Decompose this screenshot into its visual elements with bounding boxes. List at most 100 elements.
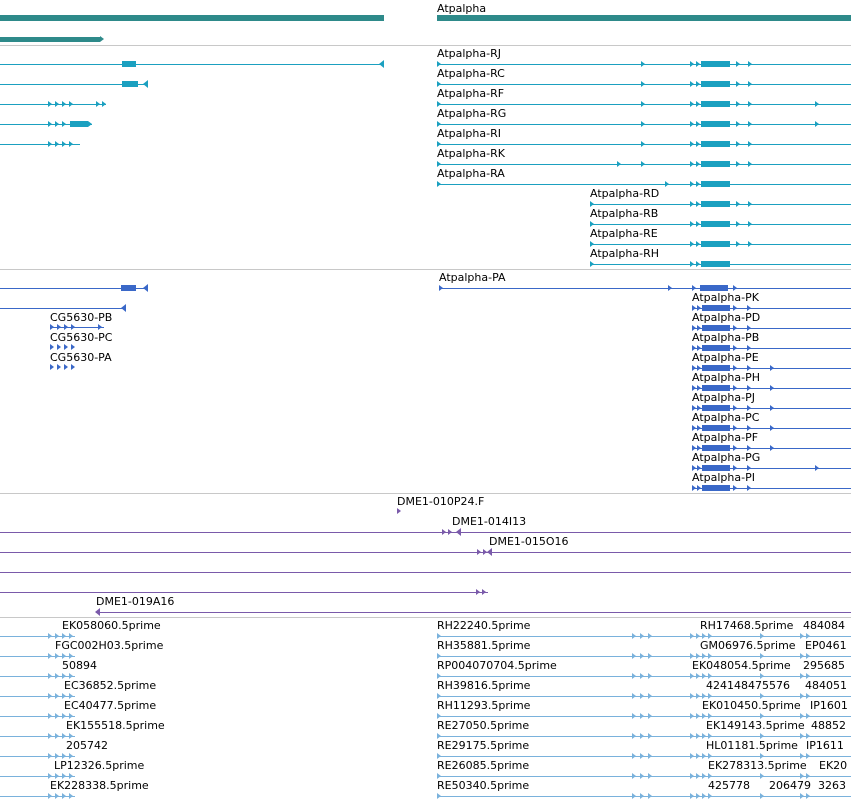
feature-label[interactable]: Atpalpha-PD	[692, 311, 761, 324]
feature-label[interactable]: RH35881.5prime	[437, 639, 531, 652]
transcript-line[interactable]	[0, 104, 106, 105]
feature-line[interactable]	[0, 572, 851, 573]
feature-label[interactable]: Atpalpha-PJ	[692, 391, 755, 404]
feature-label[interactable]: IP1611	[806, 739, 844, 752]
feature-label[interactable]: EK058060.5prime	[62, 619, 161, 632]
feature-label[interactable]: FGC002H03.5prime	[55, 639, 164, 652]
feature-block[interactable]	[701, 181, 730, 187]
feature-line[interactable]	[437, 676, 851, 677]
feature-label[interactable]: 484051	[805, 679, 847, 692]
feature-label[interactable]: Atpalpha-RJ	[437, 47, 501, 60]
feature-line[interactable]	[437, 776, 851, 777]
feature-label[interactable]: Atpalpha-RC	[437, 67, 505, 80]
feature-label[interactable]: EK155518.5prime	[66, 719, 165, 732]
feature-block[interactable]	[700, 285, 728, 291]
feature-label[interactable]: RH22240.5prime	[437, 619, 531, 632]
feature-line[interactable]	[437, 756, 851, 757]
feature-label[interactable]: Atpalpha-RE	[590, 227, 658, 240]
feature-block[interactable]	[702, 445, 730, 451]
feature-line[interactable]	[437, 716, 851, 717]
feature-block[interactable]	[701, 261, 730, 267]
feature-block[interactable]	[70, 121, 88, 127]
feature-label[interactable]: Atpalpha-RD	[590, 187, 660, 200]
feature-label[interactable]: EK228338.5prime	[50, 779, 149, 792]
feature-block[interactable]	[701, 161, 730, 167]
feature-label[interactable]: Atpalpha-PG	[692, 451, 761, 464]
feature-block[interactable]	[701, 61, 730, 67]
feature-block[interactable]	[701, 81, 730, 87]
feature-label[interactable]: Atpalpha-RI	[437, 127, 501, 140]
feature-label[interactable]: EC36852.5prime	[64, 679, 157, 692]
feature-label[interactable]: Atpalpha-PI	[692, 471, 755, 484]
feature-block[interactable]	[702, 385, 730, 391]
feature-label[interactable]: Atpalpha-PB	[692, 331, 760, 344]
feature-label[interactable]: 48852	[811, 719, 846, 732]
feature-label[interactable]: IP1601	[810, 699, 848, 712]
feature-label[interactable]: CG5630-PA	[50, 351, 112, 364]
feature-label[interactable]: 484084	[803, 619, 845, 632]
feature-label[interactable]: RE26085.5prime	[437, 759, 530, 772]
feature-label[interactable]: EP0461	[805, 639, 847, 652]
feature-block[interactable]	[122, 81, 138, 87]
feature-line[interactable]	[437, 636, 851, 637]
feature-line[interactable]	[692, 308, 851, 309]
feature-line[interactable]	[0, 656, 75, 657]
feature-line[interactable]	[0, 676, 75, 677]
transcript-line[interactable]	[0, 84, 146, 85]
feature-label[interactable]: 206479	[769, 779, 811, 792]
feature-label[interactable]: Atpalpha-RF	[437, 87, 505, 100]
feature-line[interactable]	[50, 327, 104, 328]
feature-label[interactable]: Atpalpha-PK	[692, 291, 759, 304]
feature-label[interactable]: Atpalpha-RA	[437, 167, 505, 180]
feature-line[interactable]	[692, 468, 851, 469]
feature-line[interactable]	[437, 656, 851, 657]
feature-line[interactable]	[0, 636, 75, 637]
transcript-line[interactable]	[0, 64, 384, 65]
feature-line[interactable]	[0, 552, 851, 553]
feature-block[interactable]	[701, 201, 730, 207]
feature-line[interactable]	[0, 776, 75, 777]
feature-block[interactable]	[702, 365, 730, 371]
feature-label[interactable]: RP004070704.5prime	[437, 659, 557, 672]
feature-label[interactable]: LP12326.5prime	[54, 759, 145, 772]
transcript-line[interactable]	[0, 124, 92, 125]
feature-label[interactable]: 205742	[66, 739, 108, 752]
feature-label[interactable]: 50894	[62, 659, 97, 672]
feature-label[interactable]: EK20	[819, 759, 848, 772]
feature-line[interactable]	[0, 288, 146, 289]
feature-block[interactable]	[121, 285, 136, 291]
feature-line[interactable]	[0, 716, 75, 717]
gene-bar[interactable]	[0, 15, 384, 21]
feature-line[interactable]	[96, 612, 851, 613]
feature-label[interactable]: Atpalpha-RK	[437, 147, 505, 160]
feature-line[interactable]	[437, 696, 851, 697]
feature-block[interactable]	[701, 241, 730, 247]
feature-label[interactable]: Atpalpha-RH	[590, 247, 660, 260]
feature-line[interactable]	[0, 696, 75, 697]
feature-label[interactable]: Atpalpha-PH	[692, 371, 760, 384]
feature-label[interactable]: RE29175.5prime	[437, 739, 530, 752]
feature-line[interactable]	[0, 532, 851, 533]
feature-block[interactable]	[702, 425, 730, 431]
feature-block[interactable]	[701, 141, 730, 147]
feature-line[interactable]	[0, 592, 488, 593]
feature-block[interactable]	[702, 305, 730, 311]
feature-block[interactable]	[702, 465, 730, 471]
gene-bar[interactable]	[0, 37, 100, 42]
feature-label[interactable]: HL01181.5prime	[706, 739, 798, 752]
feature-block[interactable]	[702, 485, 730, 491]
feature-label[interactable]: CG5630-PC	[50, 331, 113, 344]
feature-line[interactable]	[437, 796, 851, 797]
feature-label[interactable]: EK149143.5prime	[706, 719, 805, 732]
feature-label[interactable]: EK010450.5prime	[702, 699, 801, 712]
feature-label[interactable]: RE50340.5prime	[437, 779, 530, 792]
feature-label[interactable]: EK278313.5prime	[708, 759, 807, 772]
feature-line[interactable]	[0, 756, 75, 757]
feature-label[interactable]: EC40477.5prime	[64, 699, 157, 712]
feature-label[interactable]: Atpalpha-PA	[439, 271, 506, 284]
feature-block[interactable]	[702, 345, 730, 351]
feature-label[interactable]: 3263	[818, 779, 846, 792]
feature-line[interactable]	[0, 796, 75, 797]
feature-label[interactable]: CG5630-PB	[50, 311, 113, 324]
feature-line[interactable]	[692, 328, 851, 329]
